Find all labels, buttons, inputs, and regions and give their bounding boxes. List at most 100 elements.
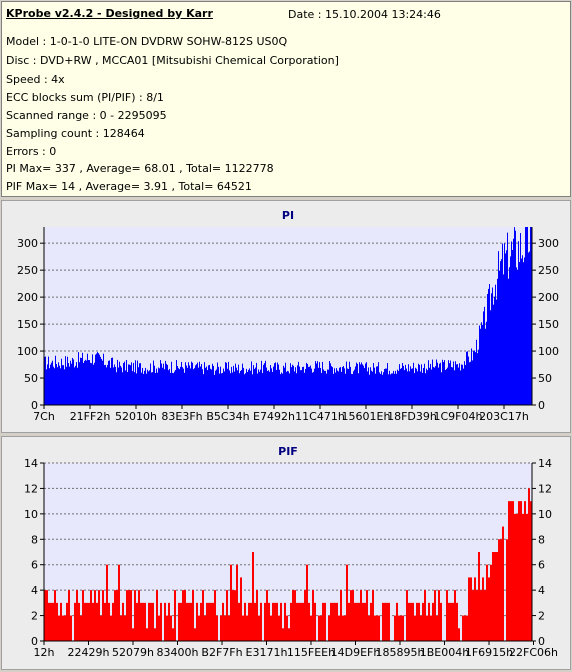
pi-data-bar — [240, 371, 241, 405]
pi-data-bar — [516, 267, 517, 405]
pi-data-bar — [213, 365, 214, 405]
pif-xtick-label: 185895h — [376, 646, 425, 659]
pi-data-bar — [330, 363, 331, 405]
pi-data-bar — [149, 370, 150, 405]
pif-ytick-label-right: 8 — [538, 533, 545, 546]
pif-data-bar — [62, 615, 64, 641]
pi-data-bar — [248, 369, 249, 405]
pi-data-bar — [188, 362, 189, 405]
pi-data-bar — [517, 269, 518, 405]
pif-ytick-label-left: 12 — [24, 482, 38, 495]
pif-data-bar — [368, 615, 370, 641]
pi-data-bar — [62, 365, 63, 405]
pif-data-bar — [250, 602, 252, 641]
pif-data-bar — [400, 615, 402, 641]
pif-data-bar — [306, 564, 308, 641]
pi-data-bar — [153, 360, 154, 405]
pi-data-bar — [70, 360, 71, 405]
pi-data-bar — [400, 368, 401, 405]
pi-data-bar — [436, 359, 437, 405]
pif-ytick-label-left: 14 — [24, 457, 38, 470]
pif-data-bar — [270, 615, 272, 641]
pi-data-bar — [378, 362, 379, 405]
pi-data-bar — [113, 367, 114, 405]
pi-data-bar — [324, 370, 325, 405]
pi-data-bar — [482, 324, 483, 405]
pif-data-bar — [222, 602, 224, 641]
pi-data-bar — [491, 293, 492, 405]
pif-data-bar — [160, 602, 162, 641]
pi-data-bar — [511, 241, 512, 405]
pi-data-bar — [68, 363, 69, 405]
pi-data-bar — [253, 365, 254, 405]
app-title: KProbe v2.4.2 - Designed by Karr — [6, 7, 213, 20]
pi-data-bar — [109, 360, 110, 405]
pi-data-bar — [178, 368, 179, 405]
pif-data-bar — [256, 590, 258, 641]
pi-data-bar — [499, 270, 500, 405]
pi-data-bar — [521, 258, 522, 405]
pif-ytick-label-left: 6 — [31, 559, 38, 572]
pi-xtick-label: B5C34h — [206, 410, 249, 423]
pi-data-bar — [210, 368, 211, 405]
errors-line: Errors : 0 — [6, 145, 57, 158]
pi-data-bar — [167, 364, 168, 405]
pif-data-bar — [398, 615, 400, 641]
pif-data-bar — [430, 615, 432, 641]
pif-data-bar — [428, 602, 430, 641]
pif-data-bar — [268, 602, 270, 641]
pi-data-bar — [247, 371, 248, 405]
pi-data-bar — [423, 368, 424, 405]
pi-data-bar — [261, 360, 262, 405]
pi-data-bar — [96, 353, 97, 405]
pi-data-bar — [408, 364, 409, 405]
pif-data-bar — [90, 590, 92, 641]
pi-data-bar — [439, 363, 440, 405]
pi-data-bar — [219, 373, 220, 405]
pi-data-bar — [260, 369, 261, 405]
pif-xtick-label: 52079h — [112, 646, 154, 659]
pif-data-bar — [530, 501, 532, 641]
pif-data-bar — [148, 602, 150, 641]
pif-data-bar — [58, 615, 60, 641]
pi-data-bar — [530, 227, 531, 405]
pif-data-bar — [426, 615, 428, 641]
pif-data-bar — [278, 615, 280, 641]
pif-data-bar — [84, 602, 86, 641]
pi-data-bar — [289, 373, 290, 405]
pi-data-bar — [414, 373, 415, 405]
pif-data-bar — [232, 590, 234, 641]
pif-data-bar — [184, 590, 186, 641]
pi-xtick-label: 18FD39h — [387, 410, 437, 423]
pi-data-bar — [275, 362, 276, 405]
pif-data-bar — [486, 564, 488, 641]
pif-data-bar — [252, 552, 254, 641]
pi-data-bar — [64, 369, 65, 405]
pif-data-bar — [216, 615, 218, 641]
pif-data-bar — [334, 602, 336, 641]
pi-data-bar — [474, 350, 475, 405]
pi-data-bar — [321, 372, 322, 405]
pif-xtick-label: 14D9EFh — [331, 646, 381, 659]
pi-data-bar — [448, 360, 449, 405]
pi-data-bar — [382, 374, 383, 405]
pi-data-bar — [221, 373, 222, 405]
pif-chart: PIF 0 0 2 2 4 4 6 6 8 8 10 10 12 12 14 14 12h 22429h 52079h… — [24, 445, 558, 659]
pif-data-bar — [290, 602, 292, 641]
pi-data-bar — [142, 367, 143, 405]
pi-data-bar — [124, 361, 125, 405]
pi-data-bar — [131, 362, 132, 405]
pi-ytick-label-right: 0 — [538, 399, 545, 412]
pif-data-bar — [54, 590, 56, 641]
pif-data-bar — [340, 590, 342, 641]
pif-data-bar — [180, 602, 182, 641]
pif-xtick-label: 1F6915h — [465, 646, 513, 659]
pi-data-bar — [291, 367, 292, 405]
pif-data-bar — [434, 590, 436, 641]
pi-data-bar — [483, 311, 484, 405]
pi-data-bar — [102, 360, 103, 405]
pi-data-bar — [429, 367, 430, 405]
pi-data-bar — [351, 373, 352, 405]
pi-data-bar — [475, 352, 476, 405]
pi-data-bar — [525, 227, 526, 405]
